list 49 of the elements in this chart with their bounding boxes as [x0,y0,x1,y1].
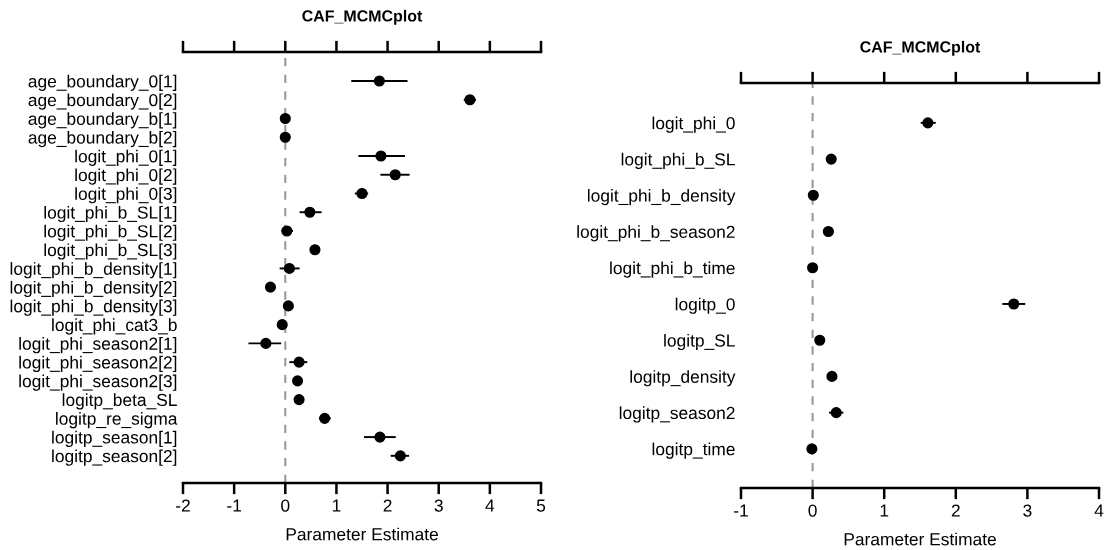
y-tick-label: logit_phi_b_density [587,189,736,206]
x-tick-label: 3 [434,499,443,512]
y-tick-label: logit_phi_0[2] [75,168,177,185]
y-tick-label: age_boundary_0[1] [28,74,177,91]
y-tick-label: logitp_season[1] [52,430,177,447]
y-tick-label: logitp_density [630,370,736,387]
y-tick-label: logitp_re_sigma [56,412,178,429]
y-tick-label: logit_phi_b_density[2] [10,280,177,298]
y-tick-label: logit_phi_season2[3] [19,374,177,391]
y-tick-label: logit_phi_0 [652,116,735,133]
x-tick-label: -1 [227,499,242,512]
y-tick-label: logitp_season2 [619,406,735,423]
x-tick-label: 1 [332,499,341,512]
chart-title: CAF_MCMCplot [302,9,423,25]
x-tick-label: 2 [383,499,392,512]
y-tick-label: logit_phi_b_SL[1] [44,205,177,223]
x-tick-label: -1 [734,504,748,517]
chart-title: CAF_MCMCplot [860,40,981,56]
x-tick-label: 5 [536,499,546,512]
y-tick-label: logit_phi_season2[2] [19,355,177,373]
x-tick-label: 0 [808,504,817,517]
y-tick-label: logit_phi_cat3_b [52,318,177,335]
x-tick-label: 4 [1094,504,1104,517]
y-tick-label: logitp_0 [675,297,735,314]
y-tick-label: logit_phi_b_SL[3] [44,243,177,260]
y-tick-label: logit_phi_b_time [610,261,735,278]
y-tick-label: age_boundary_0[2] [28,93,177,110]
y-tick-label: logit_phi_b_density[3] [10,299,177,316]
y-tick-label: logit_phi_b_SL [621,152,735,169]
y-tick-label: logitp_time [652,442,735,459]
y-tick-label: logitp_beta_SL [62,393,177,410]
y-tick-label: logit_phi_0[1] [75,149,177,166]
x-axis-title: Parameter Estimate [844,532,996,546]
y-tick-label: logit_phi_b_SL[2] [44,224,177,241]
y-tick-label: logitp_SL [664,333,735,351]
y-tick-label: age_boundary_b[2] [28,130,177,148]
x-tick-label: 3 [1023,504,1032,517]
y-tick-label: age_boundary_b[1] [28,112,177,129]
x-axis-title: Parameter Estimate [286,527,438,541]
x-tick-label: 1 [880,504,889,517]
x-tick-label: -2 [176,499,190,512]
y-tick-label: logit_phi_b_density[1] [10,262,177,279]
y-tick-label: logitp_season[2] [52,449,177,466]
x-tick-label: 0 [281,499,290,512]
y-tick-label: logit_phi_season2[1] [19,337,177,354]
x-tick-label: 2 [951,504,960,517]
y-tick-label: logit_phi_0[3] [75,187,177,204]
y-tick-label: logit_phi_b_season2 [577,225,735,242]
x-tick-label: 4 [485,499,495,512]
